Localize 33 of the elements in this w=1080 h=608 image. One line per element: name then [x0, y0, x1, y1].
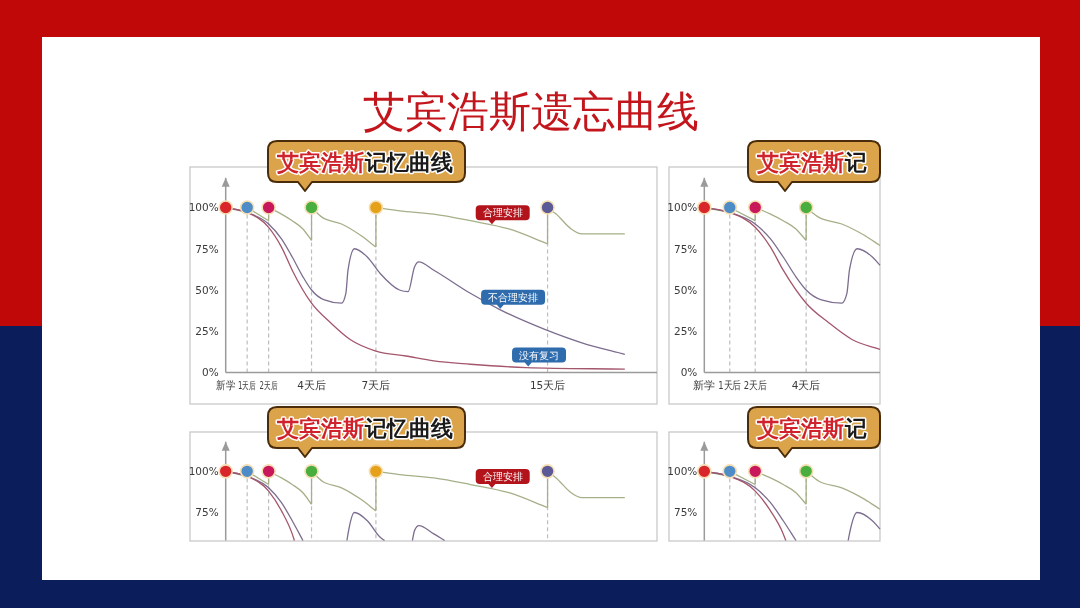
x-tick-label: 2天后 [743, 378, 767, 391]
y-tick-label: 100% [188, 465, 219, 478]
series-label: 不合理安排 [488, 291, 539, 303]
series-label: 没有复习 [519, 349, 560, 361]
series-label: 合理安排 [482, 207, 523, 219]
y-tick-label: 100% [188, 201, 219, 214]
y-tick-label: 100% [667, 465, 698, 478]
x-tick-label: 新学 [216, 378, 235, 391]
y-tick-label: 50% [673, 283, 698, 296]
y-tick-label: 75% [673, 242, 698, 255]
x-tick-label: 2天后 [259, 379, 278, 391]
y-tick-label: 25% [673, 325, 698, 338]
y-tick-label: 75% [673, 506, 698, 519]
y-tick-label: 75% [195, 506, 219, 519]
y-tick-label: 50% [195, 283, 219, 296]
x-tick-label: 1天后 [237, 379, 257, 391]
y-tick-label: 100% [667, 201, 698, 214]
x-tick-label: 7天后 [361, 378, 391, 391]
x-tick-label: 4天后 [791, 378, 821, 391]
x-tick-label: 新学 [693, 378, 716, 391]
y-tick-label: 0% [202, 366, 219, 379]
y-tick-label: 75% [195, 242, 219, 255]
chart-title: 艾宾浩斯遗忘曲线 [363, 87, 699, 136]
x-tick-label: 1天后 [718, 378, 742, 391]
chart-subtitle: 艾宾浩斯记 [756, 150, 867, 175]
chart-subtitle: 艾宾浩斯记 [756, 416, 867, 441]
x-tick-label: 4天后 [297, 378, 326, 391]
y-tick-label: 0% [680, 366, 698, 379]
series-label: 合理安排 [482, 471, 523, 483]
y-tick-label: 25% [195, 325, 219, 338]
chart-subtitle: 艾宾浩斯记忆曲线 [276, 416, 453, 441]
x-tick-label: 15天后 [529, 378, 566, 391]
chart-subtitle: 艾宾浩斯记忆曲线 [276, 150, 453, 175]
